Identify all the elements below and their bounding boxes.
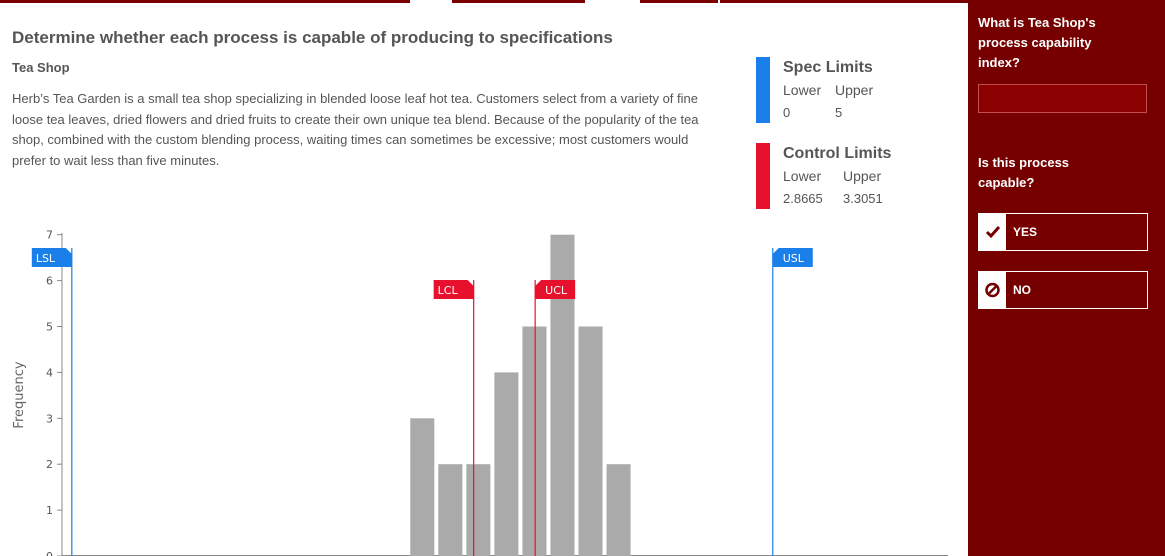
check-icon <box>979 214 1006 250</box>
question: What is Tea Shop's process capability in… <box>978 15 1096 70</box>
subtitle: Tea Shop <box>12 60 70 75</box>
y-tick-label: 5 <box>46 321 53 334</box>
spec-upper-label: Upper <box>835 82 874 98</box>
bar <box>522 326 547 556</box>
button-label: NO <box>1013 283 1031 297</box>
bar <box>578 326 603 556</box>
y-tick-label: 1 <box>46 504 53 517</box>
limit-label: UCL <box>545 284 568 297</box>
no-icon <box>979 272 1006 308</box>
answer-input[interactable] <box>978 84 1147 113</box>
top-strip <box>640 0 718 3</box>
bar <box>438 464 463 556</box>
control-upper-label: Upper <box>843 168 882 184</box>
button-label: YES <box>1013 225 1038 239</box>
y-axis-label: Frequency <box>12 361 27 428</box>
question: Is this process capable? <box>978 155 1070 190</box>
spec-lower: 0 <box>783 105 791 120</box>
limit-flag <box>535 280 576 299</box>
limit-label: USL <box>783 252 805 265</box>
description: Herb’s Tea Garden is a small tea shop sp… <box>12 91 699 168</box>
control-upper: 3.3051 <box>843 191 883 206</box>
y-tick-label: 3 <box>46 412 53 425</box>
chart: Frequency 0 1 2 3 4 5 6 7 LSL USL LCL UCL <box>12 229 948 556</box>
control-swatch <box>756 143 770 209</box>
spec-swatch <box>756 57 770 123</box>
bar <box>606 464 631 556</box>
limit-flag <box>772 248 813 267</box>
spec-title: Spec Limits <box>783 59 873 76</box>
limit-flag <box>31 248 72 267</box>
control-lower-label: Lower <box>783 168 822 184</box>
control-title: Control Limits <box>783 145 892 162</box>
top-strip <box>720 0 968 3</box>
bar <box>466 464 491 556</box>
y-tick-label: 4 <box>46 366 53 379</box>
y-tick-label: 6 <box>46 275 53 288</box>
no-button[interactable]: NO <box>978 271 1148 309</box>
top-strip <box>0 0 410 3</box>
bar <box>410 418 435 556</box>
bar <box>494 372 519 556</box>
y-tick-label: 0 <box>46 550 53 556</box>
limit-flag <box>433 280 474 299</box>
title: Determine whether each process is capabl… <box>12 28 613 47</box>
y-tick-label: 7 <box>46 229 53 242</box>
top-strip <box>452 0 585 3</box>
sidebar: What is Tea Shop's process capability in… <box>968 0 1165 556</box>
spec-upper: 5 <box>835 105 843 120</box>
y-tick-label: 2 <box>46 458 53 471</box>
limit-label: LCL <box>438 284 459 297</box>
control-lower: 2.8665 <box>783 191 823 206</box>
limit-label: LSL <box>36 252 56 265</box>
spec-lower-label: Lower <box>783 82 822 98</box>
yes-button[interactable]: YES <box>978 213 1148 251</box>
